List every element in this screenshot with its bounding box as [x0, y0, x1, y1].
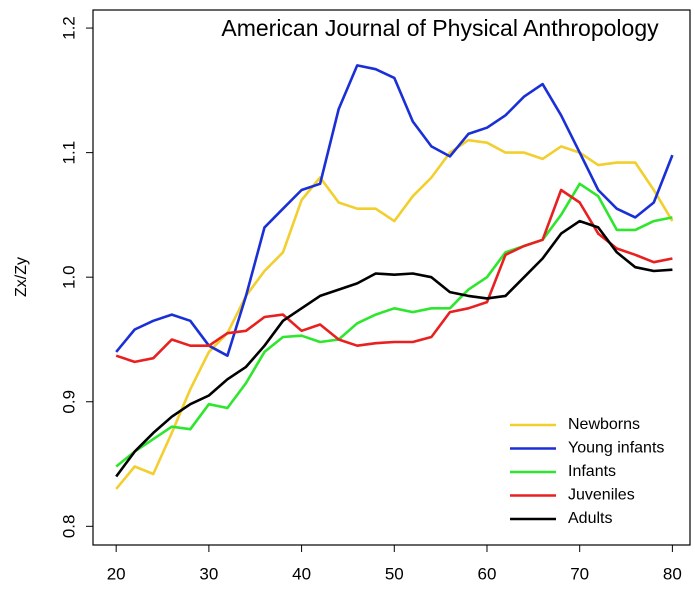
x-tick-label: 20 — [107, 564, 126, 583]
x-tick-label: 70 — [570, 564, 589, 583]
legend-label: Young infants — [568, 440, 664, 457]
y-tick-label: 1.2 — [59, 16, 78, 40]
legend-label: Adults — [568, 510, 612, 527]
series-line — [115, 138, 674, 490]
series-line — [115, 182, 673, 468]
x-tick-label: 50 — [385, 564, 404, 583]
legend-label: Infants — [568, 463, 616, 480]
x-tick-label: 40 — [292, 564, 311, 583]
series-line — [115, 188, 673, 364]
series-line — [115, 64, 674, 357]
legend-label: Newborns — [568, 416, 640, 433]
y-axis-label: Zx/Zy — [13, 257, 30, 297]
y-tick-label: 0.8 — [59, 514, 78, 538]
y-tick-label: 1.1 — [59, 141, 78, 165]
series-line — [115, 219, 673, 478]
x-tick-label: 30 — [199, 564, 218, 583]
x-tick-label: 80 — [663, 564, 682, 583]
y-tick-label: 0.9 — [59, 390, 78, 414]
annotation: American Journal of Physical Anthropolog… — [221, 15, 659, 41]
x-tick-label: 60 — [478, 564, 497, 583]
legend-label: Juveniles — [568, 487, 635, 504]
y-tick-label: 1.0 — [59, 265, 78, 289]
